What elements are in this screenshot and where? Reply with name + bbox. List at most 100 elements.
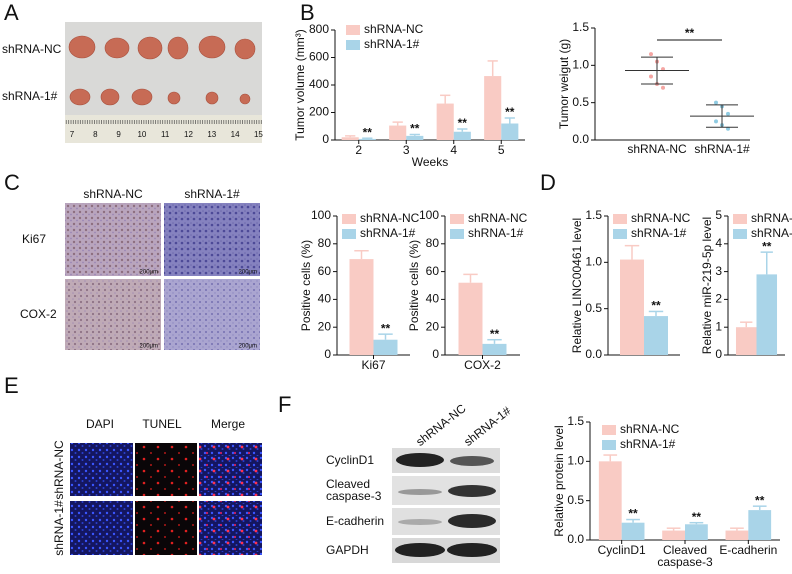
- bar: [621, 522, 645, 540]
- legend-swatch: [346, 25, 360, 35]
- scale-bar: 200μm: [140, 344, 158, 350]
- row-label-box: CyclinD1: [326, 454, 375, 467]
- y-tick-label: 200: [309, 105, 329, 119]
- row-label-box: E-cadherin: [326, 515, 385, 528]
- y-tick-label: 100: [419, 208, 439, 222]
- point: [726, 111, 730, 116]
- row-label: E-cadherin: [326, 515, 385, 528]
- point: [649, 74, 653, 79]
- y-tick-label: 0.0: [585, 347, 602, 361]
- y-axis-label: Tumor volume (mm³): [293, 29, 307, 141]
- x-tick-label-box: 2: [355, 144, 362, 156]
- row-label: shRNA-NC: [2, 42, 62, 56]
- bar: [453, 131, 471, 140]
- y-tick-label: 80: [426, 236, 440, 250]
- row-label: CyclinD1: [326, 454, 375, 467]
- y-tick-label: 1.0: [585, 255, 602, 269]
- y-axis-label: Positive cells (%): [299, 240, 313, 331]
- x-tick-label-box: 4: [450, 144, 457, 156]
- ruler-number: 8: [93, 130, 98, 139]
- point: [661, 85, 665, 90]
- legend-label: shRNA-1#: [631, 226, 687, 240]
- x-tick-label-box: Cleaved caspase-3: [657, 544, 713, 569]
- bar: [482, 343, 507, 355]
- significance: **: [685, 26, 695, 40]
- legend-swatch: [613, 214, 627, 224]
- legend-label: shRNA-1#: [468, 226, 524, 240]
- significance: **: [628, 507, 638, 521]
- x-axis-label: Weeks: [412, 155, 448, 169]
- ruler-number: 12: [184, 130, 193, 139]
- x-tick-label-box: CyclinD1: [598, 544, 646, 556]
- significance: **: [755, 493, 765, 507]
- y-tick-label: 1.0: [572, 58, 589, 72]
- y-tick-label: 60: [426, 264, 440, 278]
- significance: **: [381, 321, 391, 335]
- x-tick-label: Cleaved caspase-3: [657, 544, 713, 569]
- y-tick-label: 1.5: [572, 20, 589, 34]
- y-tick-label: 0.0: [567, 532, 584, 546]
- x-tick-label-box: 5: [497, 144, 505, 157]
- y-tick-label: 80: [318, 236, 332, 250]
- y-tick-label: 5: [715, 208, 722, 222]
- row-label: COX-2: [20, 307, 57, 321]
- legend-swatch: [342, 229, 356, 239]
- panel-a-photo: [65, 22, 262, 143]
- legend-label: shRNA-NC: [364, 22, 424, 36]
- column-label: shRNA-NC: [413, 401, 469, 449]
- y-tick-label: 1.5: [567, 414, 584, 428]
- x-tick-label: 5: [497, 144, 505, 157]
- bar: [349, 259, 374, 355]
- y-tick-label: 0: [715, 347, 722, 361]
- ruler-number: 14: [231, 130, 240, 139]
- row-label-box: GAPDH: [326, 544, 369, 556]
- legend-swatch: [346, 40, 360, 50]
- y-tick-label: 0.5: [572, 95, 589, 109]
- significance: **: [762, 239, 772, 253]
- legend-label: shRNA-NC: [631, 211, 691, 225]
- row-label: shRNA-NC: [52, 440, 66, 500]
- ruler-number: 9: [116, 130, 121, 139]
- panel-label: C: [4, 170, 20, 195]
- bar: [373, 339, 398, 355]
- panel-f-blot: [392, 448, 500, 563]
- y-tick-label: 20: [318, 319, 332, 333]
- legend-label: shRNA-NC: [620, 422, 680, 436]
- y-axis-label: Relative miR-219-5p level: [700, 217, 714, 354]
- row-label: shRNA-1#: [52, 500, 66, 556]
- y-tick-label: 1: [715, 319, 722, 333]
- legend-swatch: [602, 425, 616, 435]
- x-tick-label-box: 3: [403, 144, 410, 156]
- scale-bar: 200μm: [140, 270, 158, 276]
- x-tick-label: shRNA-NC: [627, 142, 687, 156]
- significance: **: [490, 327, 500, 341]
- significance: **: [410, 122, 420, 136]
- legend-swatch: [602, 440, 616, 450]
- bar: [620, 259, 644, 355]
- panel-label: D: [540, 170, 556, 195]
- bar: [341, 137, 359, 140]
- x-tick-label-box: E-cadherin: [719, 544, 777, 556]
- bar: [756, 274, 778, 355]
- bar: [725, 530, 749, 540]
- scale-bar: 200μm: [239, 344, 257, 350]
- legend-swatch: [450, 214, 464, 224]
- legend-swatch: [613, 229, 627, 239]
- row-label-box: Cleaved caspase-3: [326, 478, 381, 502]
- y-axis-label: Tumor weigut (g): [557, 39, 571, 129]
- y-axis-label: Relative protein level: [552, 425, 566, 536]
- bar: [436, 103, 454, 140]
- y-tick-label: 400: [309, 77, 329, 91]
- ruler-number: 7: [70, 130, 75, 139]
- ruler-number: 13: [207, 130, 216, 139]
- bar: [598, 461, 622, 540]
- row-label: Ki67: [22, 232, 46, 246]
- y-tick-label: 40: [426, 292, 440, 306]
- legend-label: shRNA-NC: [360, 211, 420, 225]
- column-label: Merge: [211, 417, 245, 431]
- legend-label: shRNA-1#: [364, 37, 420, 51]
- column-label: shRNA-NC: [83, 187, 143, 201]
- bar: [662, 530, 685, 540]
- bar: [644, 316, 668, 355]
- y-tick-label: 0.5: [567, 493, 584, 507]
